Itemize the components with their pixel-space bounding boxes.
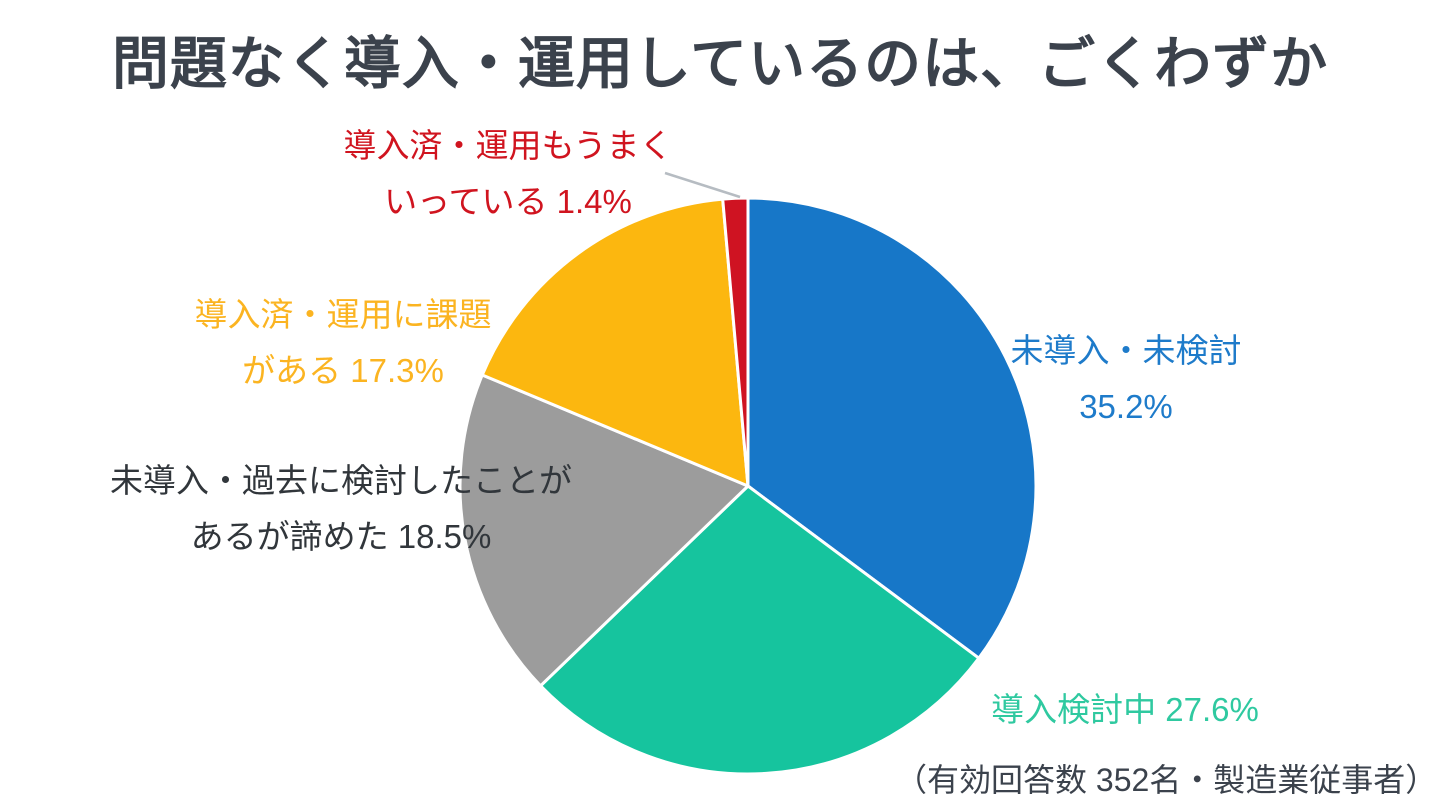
pie-label-line-2: がある 17.3%: [242, 352, 444, 389]
pie-label-not-deployed: 未導入・未検討 35.2%: [966, 323, 1286, 435]
pie-label-line-2: いっている 1.4%: [384, 183, 632, 220]
pie-slice-2: [539, 484, 981, 776]
pie-label-line-1: 未導入・過去に検討したことが: [110, 462, 572, 499]
chart-caption: （有効回答数 352名・製造業従事者）: [895, 762, 1438, 798]
pie-label-line-1: 導入済・運用もうまく: [343, 127, 673, 164]
pie-slice-4: [480, 197, 750, 488]
pie-slices: [458, 196, 1038, 776]
pie-label-line-1: 導入済・運用に課題: [194, 296, 492, 333]
pie-label-line-2: あるが諦めた 18.5%: [190, 518, 492, 555]
pie-label-line-2: 35.2%: [1079, 388, 1173, 425]
pie-label-line-1: 未導入・未検討: [1010, 332, 1242, 369]
pie-label-has-issues: 導入済・運用に課題 がある 17.3%: [163, 287, 523, 399]
pie-slice-3: [458, 373, 750, 688]
pie-label-line-1: 導入検討中 27.6%: [991, 691, 1259, 728]
pie-slice-5: [721, 196, 750, 488]
pie-label-considering: 導入検討中 27.6%: [945, 682, 1305, 738]
chart-title: 問題なく導入・運用しているのは、ごくわずか: [111, 32, 1329, 96]
pie-label-running-well: 導入済・運用もうまく いっている 1.4%: [338, 118, 678, 230]
leader-line-running-well: [664, 171, 741, 199]
pie-slice-1: [746, 196, 1038, 660]
pie-label-gave-up: 未導入・過去に検討したことが あるが諦めた 18.5%: [91, 453, 591, 565]
